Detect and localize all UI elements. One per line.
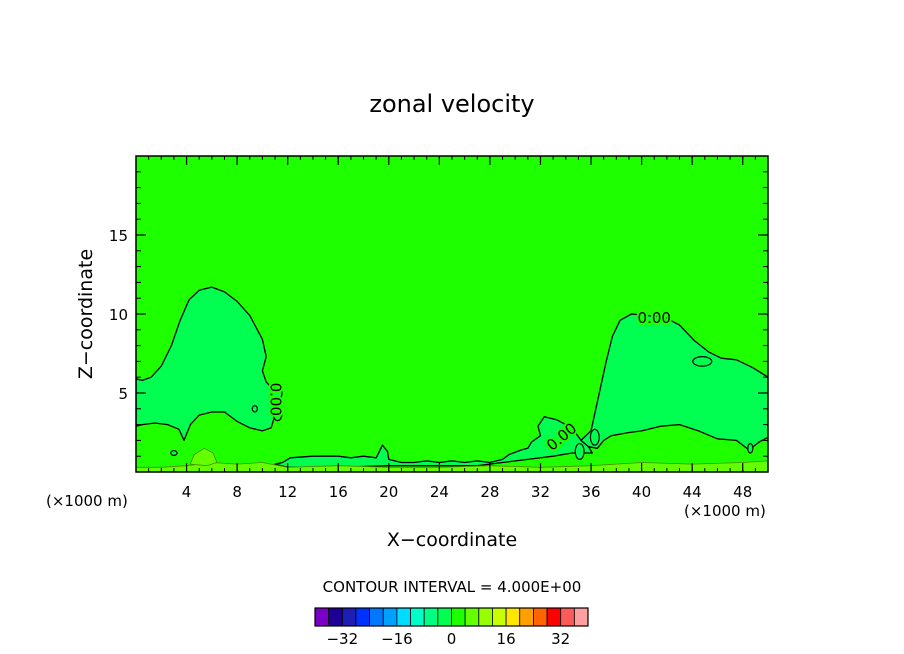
chart-title: zonal velocity	[369, 90, 534, 118]
contour-loop-c	[589, 428, 600, 446]
colorbar-swatch-16	[533, 607, 548, 627]
x-unit-left: (×1000 m)	[46, 492, 128, 510]
colorbar-swatch-6	[396, 607, 411, 627]
contour-loop-f	[747, 442, 754, 454]
colorbar-swatch-5	[382, 607, 398, 627]
colorbar-label-0: 0	[447, 630, 457, 648]
colorbar-label-16: 16	[497, 630, 516, 648]
y-tick-label-5: 5	[118, 385, 128, 403]
x-tick-label-36: 36	[581, 483, 600, 501]
contour-loop-e	[692, 356, 713, 367]
colorbar-label-−32: −32	[326, 630, 358, 648]
contour-loop-d	[574, 442, 585, 460]
colorbar-swatch-11	[464, 607, 480, 627]
colorbar-swatch-7	[410, 607, 425, 627]
colorbar: −32 −16 0 16 32	[314, 607, 589, 648]
colorbar-swatch-17	[546, 607, 562, 627]
contour-label-1: 0.00	[267, 383, 285, 416]
contour-loop-a	[272, 385, 283, 401]
colorbar-label-32: 32	[551, 630, 570, 648]
x-tick-label-16: 16	[329, 483, 348, 501]
colorbar-swatch-14	[505, 607, 521, 627]
contour-interval-text: CONTOUR INTERVAL = 4.000E+00	[323, 578, 582, 596]
colorbar-swatch-10	[451, 607, 466, 627]
contour-regions	[136, 286, 768, 472]
x-tick-label-48: 48	[733, 483, 752, 501]
colorbar-swatch-13	[492, 607, 507, 627]
colorbar-swatch-1	[328, 607, 343, 627]
y-tick-label-15: 15	[109, 227, 128, 245]
contour-loop-h	[251, 405, 258, 413]
x-tick-label-4: 4	[182, 483, 192, 501]
y-tick-label-10: 10	[109, 306, 128, 324]
colorbar-swatch-19	[573, 607, 589, 627]
x-tick-label-24: 24	[430, 483, 449, 501]
colorbar-swatch-18	[560, 607, 575, 627]
y-axis-label: Z−coordinate	[75, 249, 97, 379]
colorbar-swatch-9	[437, 607, 452, 627]
x-axis-label: X−coordinate	[387, 529, 517, 551]
contour-small-loops	[170, 356, 754, 460]
x-tick-label-44: 44	[683, 483, 702, 501]
x-tick-label-20: 20	[379, 483, 398, 501]
negative-region-right-cell	[580, 313, 768, 451]
colorbar-swatch-3	[355, 607, 371, 627]
x-axis-ticks: 4 8 12 16 20 24 28 32 36 40 44 48	[182, 156, 752, 501]
contour-loop-g	[170, 450, 178, 457]
colorbar-swatch-15	[519, 607, 534, 627]
contour-loop-b	[272, 405, 283, 422]
x-tick-label-28: 28	[480, 483, 499, 501]
contour-label-0: 0.00	[638, 309, 671, 327]
colorbar-frame	[314, 607, 589, 627]
colorbar-label-−16: −16	[381, 630, 413, 648]
x-unit-right: (×1000 m)	[684, 502, 766, 520]
positive-region-surface-bump	[189, 447, 218, 467]
colorbar-swatch-12	[478, 607, 493, 627]
colorbar-swatch-2	[341, 607, 357, 627]
negative-region-bottom-band	[274, 416, 593, 468]
colorbar-swatch-8	[423, 607, 439, 627]
y-axis-ticks: 5 10 15	[109, 227, 768, 403]
colorbar-swatch-0	[314, 607, 330, 627]
x-tick-label-12: 12	[278, 483, 297, 501]
x-tick-label-8: 8	[232, 483, 242, 501]
colorbar-swatch-4	[369, 607, 384, 627]
x-tick-label-40: 40	[632, 483, 651, 501]
x-tick-label-32: 32	[531, 483, 550, 501]
